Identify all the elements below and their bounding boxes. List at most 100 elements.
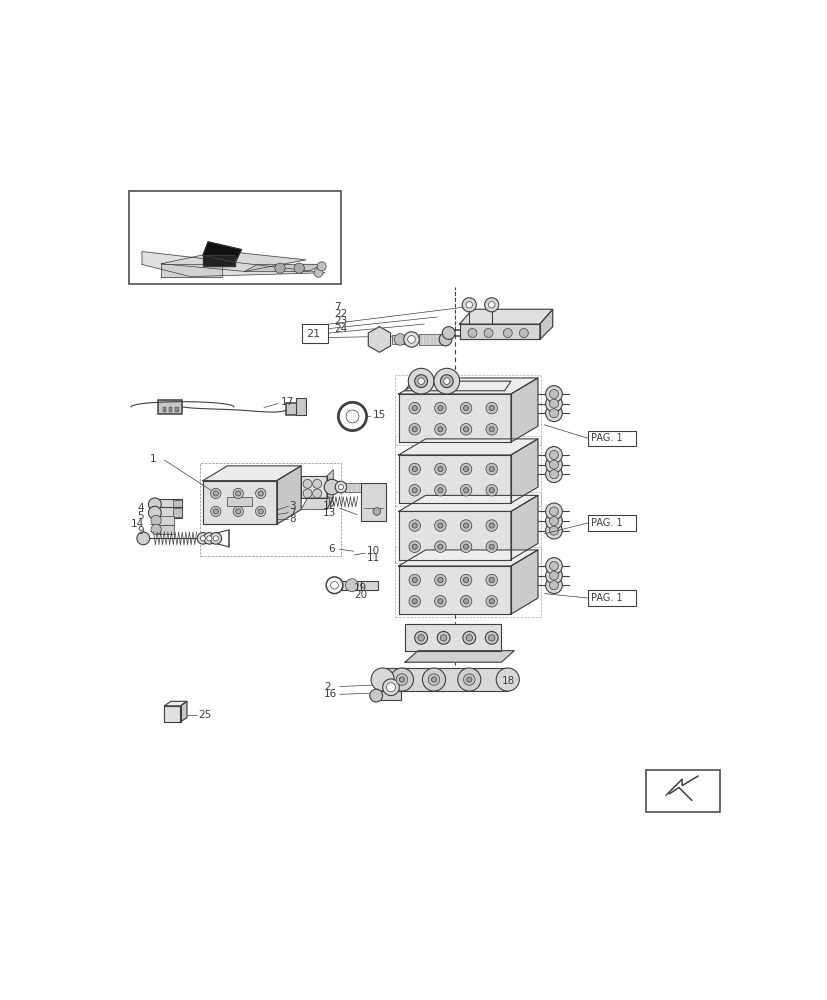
Circle shape bbox=[549, 561, 557, 570]
Circle shape bbox=[463, 406, 468, 411]
Circle shape bbox=[545, 456, 562, 473]
Bar bbox=[286, 403, 299, 415]
Circle shape bbox=[440, 375, 452, 388]
Circle shape bbox=[326, 577, 342, 594]
Polygon shape bbox=[161, 251, 305, 271]
Bar bbox=[173, 500, 182, 509]
Circle shape bbox=[422, 668, 445, 691]
Circle shape bbox=[434, 402, 446, 414]
Polygon shape bbox=[399, 495, 538, 511]
Circle shape bbox=[203, 533, 215, 544]
Circle shape bbox=[200, 536, 205, 541]
Text: 25: 25 bbox=[198, 710, 212, 720]
Polygon shape bbox=[368, 327, 390, 352]
Circle shape bbox=[409, 520, 420, 531]
Bar bbox=[302, 324, 327, 343]
Circle shape bbox=[412, 466, 417, 472]
Polygon shape bbox=[510, 550, 538, 614]
Polygon shape bbox=[301, 476, 327, 498]
Bar bbox=[344, 483, 364, 492]
Bar bbox=[395, 492, 541, 563]
Circle shape bbox=[148, 498, 161, 511]
Text: PAG. 1: PAG. 1 bbox=[590, 433, 622, 443]
Circle shape bbox=[418, 378, 424, 384]
Circle shape bbox=[488, 302, 495, 308]
Circle shape bbox=[485, 484, 497, 496]
Circle shape bbox=[213, 536, 218, 541]
Text: 6: 6 bbox=[327, 544, 334, 554]
Text: 9: 9 bbox=[137, 526, 144, 536]
Polygon shape bbox=[301, 498, 332, 509]
Polygon shape bbox=[404, 651, 514, 662]
Polygon shape bbox=[276, 466, 301, 524]
Bar bbox=[155, 499, 182, 510]
Circle shape bbox=[437, 523, 442, 528]
Circle shape bbox=[382, 679, 399, 696]
Circle shape bbox=[418, 635, 424, 641]
Polygon shape bbox=[203, 242, 241, 262]
Circle shape bbox=[407, 336, 415, 343]
Circle shape bbox=[412, 578, 417, 583]
Polygon shape bbox=[399, 439, 538, 455]
Text: 3: 3 bbox=[289, 501, 296, 511]
Circle shape bbox=[545, 558, 562, 574]
Polygon shape bbox=[203, 481, 276, 524]
Circle shape bbox=[256, 506, 265, 517]
Text: 1: 1 bbox=[150, 454, 156, 464]
Text: 12: 12 bbox=[323, 501, 336, 511]
Polygon shape bbox=[245, 264, 322, 271]
Circle shape bbox=[412, 406, 417, 411]
Circle shape bbox=[412, 523, 417, 528]
Circle shape bbox=[233, 506, 243, 517]
Circle shape bbox=[431, 677, 436, 682]
Circle shape bbox=[485, 402, 497, 414]
Circle shape bbox=[489, 599, 494, 604]
Bar bbox=[155, 507, 182, 518]
Bar bbox=[169, 407, 172, 412]
Bar bbox=[173, 508, 182, 517]
Circle shape bbox=[463, 674, 475, 685]
Circle shape bbox=[303, 489, 312, 498]
Polygon shape bbox=[161, 264, 222, 277]
Circle shape bbox=[460, 402, 471, 414]
Bar bbox=[587, 515, 635, 531]
Circle shape bbox=[489, 488, 494, 493]
Circle shape bbox=[485, 574, 497, 586]
Circle shape bbox=[395, 674, 407, 685]
Polygon shape bbox=[510, 439, 538, 503]
Circle shape bbox=[151, 515, 161, 526]
Text: 7: 7 bbox=[334, 302, 341, 312]
Circle shape bbox=[434, 541, 446, 552]
Circle shape bbox=[136, 532, 150, 545]
Bar bbox=[395, 375, 541, 445]
Circle shape bbox=[460, 595, 471, 607]
Circle shape bbox=[545, 513, 562, 529]
Text: 2: 2 bbox=[324, 682, 331, 692]
Text: 21: 21 bbox=[305, 329, 319, 339]
Circle shape bbox=[549, 517, 557, 526]
Circle shape bbox=[461, 298, 476, 312]
Circle shape bbox=[489, 427, 494, 432]
Bar bbox=[587, 431, 635, 446]
Circle shape bbox=[549, 409, 557, 418]
Circle shape bbox=[549, 507, 557, 516]
Text: PAG. 1: PAG. 1 bbox=[590, 518, 622, 528]
Polygon shape bbox=[203, 466, 301, 481]
Circle shape bbox=[437, 427, 442, 432]
Polygon shape bbox=[399, 550, 538, 566]
Circle shape bbox=[549, 450, 557, 459]
Polygon shape bbox=[165, 701, 187, 706]
Bar bbox=[361, 483, 386, 521]
Circle shape bbox=[463, 523, 468, 528]
Bar bbox=[342, 581, 361, 590]
Circle shape bbox=[428, 674, 439, 685]
Bar bbox=[155, 525, 174, 534]
Circle shape bbox=[303, 479, 312, 488]
Circle shape bbox=[338, 402, 366, 431]
Circle shape bbox=[210, 488, 221, 499]
Circle shape bbox=[549, 571, 557, 580]
Circle shape bbox=[404, 332, 418, 347]
Circle shape bbox=[434, 424, 446, 435]
Circle shape bbox=[489, 406, 494, 411]
Bar bbox=[162, 407, 165, 412]
